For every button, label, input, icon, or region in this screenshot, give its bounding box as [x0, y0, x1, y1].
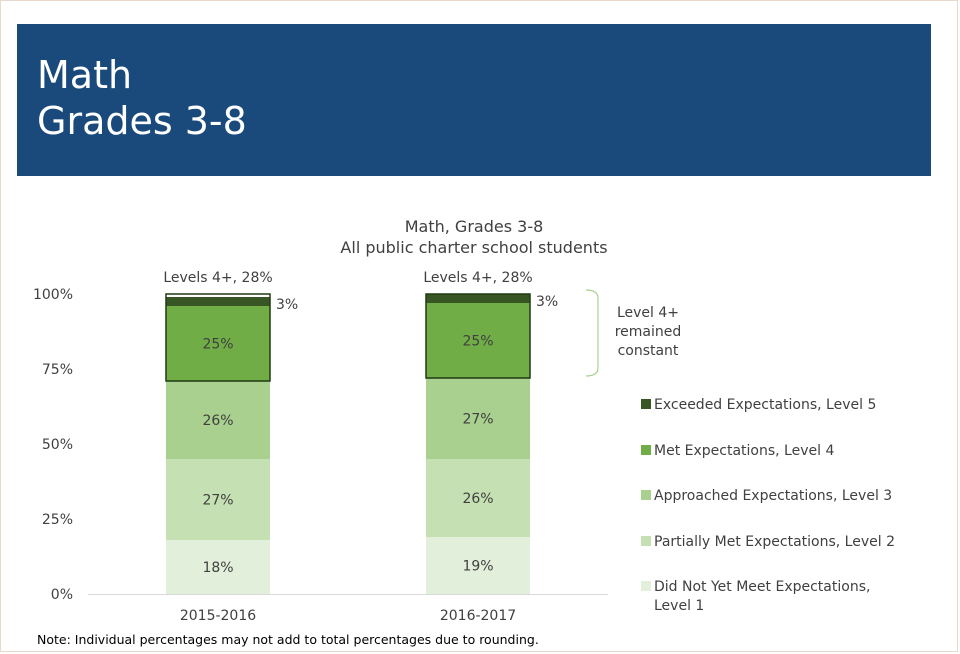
legend-swatch	[641, 536, 651, 546]
page-title-line1: Math	[37, 53, 133, 97]
data-label: 19%	[462, 559, 493, 575]
y-tick-label: 100%	[33, 287, 73, 303]
level4-bracket	[585, 289, 599, 377]
legend-label: Approached Expectations, Level 3	[654, 488, 892, 504]
bar-segment	[166, 459, 270, 540]
y-tick-label: 75%	[42, 362, 73, 378]
top-label: Levels 4+, 28%	[423, 270, 532, 286]
data-label: 25%	[202, 337, 233, 353]
data-label: 25%	[462, 334, 493, 350]
bar-segment	[166, 297, 270, 306]
top-label: Levels 4+, 28%	[163, 270, 272, 286]
x-tick-label: 2016-2017	[440, 608, 516, 624]
level4plus-outline	[425, 293, 531, 379]
legend-swatch	[641, 445, 651, 455]
data-label: 27%	[202, 493, 233, 509]
title-banner: Math Grades 3-8	[17, 24, 931, 176]
chart-title: Math, Grades 3-8	[405, 217, 544, 236]
legend-label: Level 1	[654, 598, 704, 614]
footnote: Note: Individual percentages may not add…	[37, 632, 539, 647]
data-label: 3%	[276, 297, 298, 313]
page-title-line2: Grades 3-8	[37, 99, 247, 143]
data-label: 18%	[202, 560, 233, 576]
legend-swatch	[641, 399, 651, 409]
x-tick-label: 2015-2016	[180, 608, 256, 624]
data-label: 27%	[462, 412, 493, 428]
bar-segment	[426, 294, 530, 303]
annotation-line3: constant	[618, 343, 679, 359]
annotation-line1: Level 4+	[617, 305, 679, 321]
data-label: 26%	[202, 413, 233, 429]
bar-segment	[426, 459, 530, 537]
data-label: 26%	[462, 491, 493, 507]
bar-segment	[426, 378, 530, 459]
bar-segment	[426, 303, 530, 378]
legend-label: Exceeded Expectations, Level 5	[654, 397, 876, 413]
y-tick-label: 50%	[42, 437, 73, 453]
legend-label: Did Not Yet Meet Expectations,	[654, 579, 870, 595]
bar-segment	[166, 540, 270, 594]
data-label: 3%	[536, 294, 558, 310]
legend-label: Met Expectations, Level 4	[654, 443, 834, 459]
legend-label: Partially Met Expectations, Level 2	[654, 534, 895, 550]
legend-swatch	[641, 490, 651, 500]
y-tick-label: 25%	[42, 512, 73, 528]
y-tick-label: 0%	[51, 587, 73, 603]
legend-swatch	[641, 581, 651, 591]
page-title: Math Grades 3-8	[37, 52, 247, 144]
chart-subtitle: All public charter school students	[340, 238, 607, 257]
level4plus-outline	[165, 293, 271, 382]
annotation-line2: remained	[615, 324, 682, 340]
bar-segment	[166, 381, 270, 459]
bar-segment	[426, 537, 530, 594]
bar-segment	[166, 306, 270, 381]
